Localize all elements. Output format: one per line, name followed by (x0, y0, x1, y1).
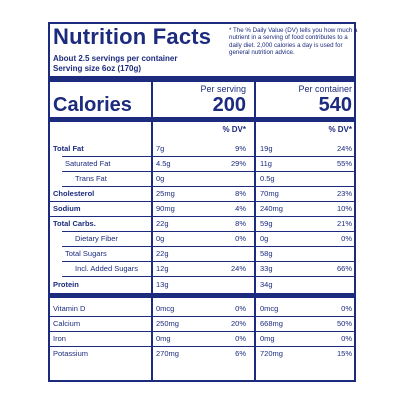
row-divider (62, 156, 354, 157)
per-container-dv-header: % DV* (328, 125, 352, 134)
per-container-amount: 240mg (260, 204, 283, 213)
per-serving-dv: 4% (235, 204, 246, 213)
per-serving-amount: 0mg (156, 334, 171, 343)
per-container-dv: 15% (336, 349, 352, 358)
per-serving-amount: 7g (156, 144, 165, 153)
nutrient-name: Protein (53, 280, 79, 289)
per-container-amount: 0g (260, 234, 269, 243)
per-serving-header: Per serving (200, 84, 246, 94)
nutrient-name: Dietary Fiber (75, 234, 118, 243)
servings-per-container: About 2.5 servings per container (53, 54, 178, 63)
per-container-dv: 24% (336, 144, 352, 153)
per-serving-amount: 0g (156, 234, 165, 243)
per-serving-amount: 22g (156, 219, 169, 228)
per-serving-dv-header: % DV* (222, 125, 246, 134)
column-divider (254, 76, 256, 380)
per-serving-dv: 29% (230, 159, 246, 168)
per-container-amount: 668mg (260, 319, 283, 328)
per-serving-dv: 8% (235, 189, 246, 198)
serving-size: Serving size 6oz (170g) (53, 64, 142, 73)
thick-divider (50, 117, 354, 122)
row-divider (62, 261, 354, 262)
nutrient-name: Incl. Added Sugars (75, 264, 138, 273)
per-container-amount: 70mg (260, 189, 279, 198)
row-divider (62, 246, 354, 247)
per-serving-amount: 90mg (156, 204, 175, 213)
per-container-dv: 55% (336, 159, 352, 168)
per-container-dv: 23% (336, 189, 352, 198)
per-container-amount: 0.5g (260, 174, 275, 183)
row-divider (50, 216, 354, 217)
daily-value-note: * The % Daily Value (DV) tells you how m… (229, 27, 358, 57)
nutrient-name: Total Carbs. (53, 219, 96, 228)
per-serving-dv: 9% (235, 144, 246, 153)
per-container-dv: 0% (341, 234, 352, 243)
row-divider (50, 201, 354, 202)
per-container-dv: 0% (341, 334, 352, 343)
per-container-amount: 59g (260, 219, 273, 228)
per-container-amount: 720mg (260, 349, 283, 358)
per-container-calories: 540 (318, 94, 352, 116)
per-container-amount: 58g (260, 249, 273, 258)
per-serving-dv: 0% (235, 234, 246, 243)
per-container-header: Per container (298, 84, 352, 94)
per-container-amount: 0mg (260, 334, 275, 343)
per-serving-amount: 250mg (156, 319, 179, 328)
row-divider (62, 186, 354, 187)
per-serving-amount: 4.5g (156, 159, 171, 168)
row-divider (50, 346, 354, 347)
per-container-dv: 10% (336, 204, 352, 213)
per-serving-amount: 12g (156, 264, 169, 273)
per-serving-dv: 8% (235, 219, 246, 228)
nutrient-name: Iron (53, 334, 66, 343)
per-container-dv: 0% (341, 304, 352, 313)
per-container-amount: 19g (260, 144, 273, 153)
nutrient-name: Sodium (53, 204, 81, 213)
nutrient-name: Saturated Fat (65, 159, 111, 168)
per-serving-amount: 25mg (156, 189, 175, 198)
per-serving-amount: 0g (156, 174, 165, 183)
per-container-dv: 66% (336, 264, 352, 273)
per-serving-amount: 0mcg (156, 304, 175, 313)
per-serving-amount: 13g (156, 280, 169, 289)
per-serving-dv: 6% (235, 349, 246, 358)
row-divider (62, 231, 354, 232)
nutrient-name: Trans Fat (75, 174, 107, 183)
row-divider (62, 276, 354, 277)
row-divider (50, 331, 354, 332)
per-container-amount: 11g (260, 159, 272, 168)
nutrient-name: Cholesterol (53, 189, 95, 198)
per-serving-dv: 20% (230, 319, 246, 328)
per-serving-amount: 270mg (156, 349, 179, 358)
nutrition-facts-label: Nutrition Facts * The % Daily Value (DV)… (48, 22, 358, 382)
thick-divider (50, 293, 354, 298)
per-container-dv: 21% (336, 219, 352, 228)
nutrient-name: Vitamin D (53, 304, 86, 313)
nutrient-name: Total Sugars (65, 249, 107, 258)
per-container-dv: 50% (336, 319, 352, 328)
thick-divider (50, 76, 354, 82)
per-serving-dv: 0% (235, 304, 246, 313)
row-divider (62, 171, 354, 172)
per-serving-dv: 24% (230, 264, 246, 273)
nutrient-name: Calcium (53, 319, 81, 328)
row-divider (50, 316, 354, 317)
per-container-amount: 33g (260, 264, 273, 273)
nutrient-name: Total Fat (53, 144, 84, 153)
per-serving-dv: 0% (235, 334, 246, 343)
per-container-amount: 0mcg (260, 304, 279, 313)
calories-label: Calories (53, 94, 132, 116)
label-title: Nutrition Facts (53, 24, 212, 49)
per-serving-amount: 22g (156, 249, 169, 258)
nutrient-name: Potassium (53, 349, 89, 358)
per-serving-calories: 200 (212, 94, 246, 116)
per-container-amount: 34g (260, 280, 273, 289)
column-divider (151, 76, 153, 380)
